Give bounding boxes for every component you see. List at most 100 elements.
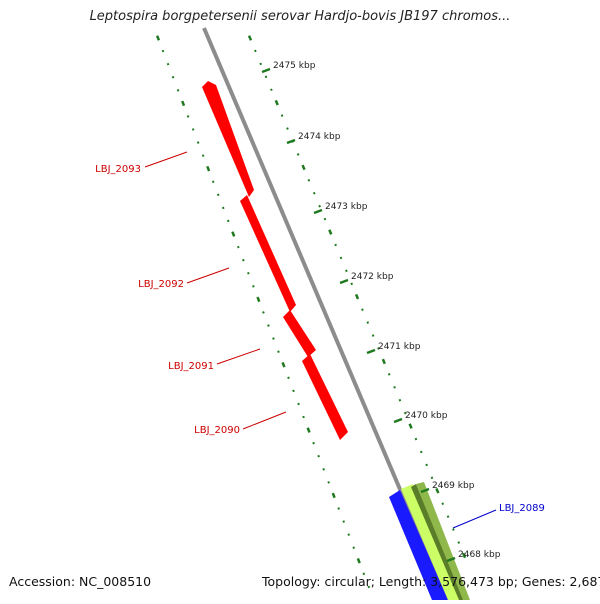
outer-track-dash [272, 337, 275, 340]
inner-track-dash [345, 269, 348, 273]
outer-track-dash [292, 389, 295, 393]
gene-LBJ_2092[interactable] [240, 195, 296, 312]
outer-dotted-track [155, 35, 371, 589]
outer-track-dash [352, 546, 356, 549]
inner-track-dash [274, 99, 279, 106]
tick-label: 2471 kbp [378, 342, 421, 352]
inner-track-dash [334, 243, 337, 247]
gene-LBJ_2091[interactable] [283, 310, 316, 357]
inner-track-dash [323, 217, 327, 221]
gene-LBJ_2090[interactable] [302, 354, 348, 440]
outer-track-dash [247, 271, 250, 275]
outer-track-dash [306, 427, 311, 433]
outer-track-dash [201, 154, 205, 157]
inner-track-dash [259, 62, 263, 66]
outer-track-dash [181, 100, 186, 107]
inner-track-dash [408, 423, 413, 429]
accession-label: Accession: NC_008510 [9, 574, 152, 589]
outer-track-dash [161, 49, 165, 53]
outer-track-dash [267, 324, 270, 327]
tick-mark [393, 417, 403, 424]
inner-track-dash [446, 515, 450, 518]
outer-track-dash [155, 35, 161, 41]
outer-track-dash [252, 285, 255, 288]
outer-track-dash [237, 245, 240, 249]
outer-track-dash [322, 467, 325, 471]
outer-track-dash [312, 441, 315, 445]
genome-stats-label: Topology: circular; Length: 3,576,473 bp… [262, 574, 600, 589]
outer-track-dash [191, 128, 195, 131]
outer-track-dash [342, 520, 346, 523]
inner-track-dash [435, 487, 440, 494]
tick-label: 2469 kbp [432, 481, 475, 491]
inner-track-dash [307, 178, 311, 182]
gene-label-LBJ_2093[interactable]: LBJ_2093 [95, 164, 141, 175]
inner-track-dash [398, 398, 402, 402]
inner-track-dash [381, 358, 386, 365]
gene-leader-line [452, 509, 497, 529]
inner-track-dash [452, 528, 455, 531]
outer-track-dash [356, 557, 361, 564]
outer-track-dash [226, 219, 230, 223]
outer-track-dash [216, 193, 220, 197]
inner-track-dash [393, 385, 396, 389]
inner-track-dash [301, 164, 306, 171]
gene-LBJ_2093[interactable] [202, 81, 254, 197]
tick-label: 2473 kbp [325, 202, 368, 212]
backbone-line [202, 27, 449, 601]
outer-track-dash [281, 361, 286, 368]
outer-track-dash [166, 62, 170, 66]
inner-track-dash [366, 321, 370, 324]
outer-track-dash [221, 206, 225, 210]
inner-track-dash [247, 35, 253, 41]
tick-mark [286, 138, 296, 145]
outer-track-dash [277, 350, 280, 353]
inner-track-dash [414, 437, 418, 441]
inner-track-dash [339, 256, 343, 260]
inner-track-dash [350, 282, 354, 286]
tick-mark [366, 348, 376, 355]
gene-label-LBJ_2090[interactable]: LBJ_2090 [194, 425, 240, 436]
outer-track-dash [287, 376, 290, 380]
tick-mark [420, 487, 430, 494]
tick-mark [339, 278, 349, 285]
outer-track-dash [337, 507, 340, 510]
gene-label-LBJ_2089[interactable]: LBJ_2089 [499, 503, 545, 514]
outer-track-dash [362, 572, 366, 576]
gene-leader-line [216, 348, 261, 365]
page-title: Leptospira borgpetersenii serovar Hardjo… [89, 9, 511, 24]
gene-label-LBJ_2092[interactable]: LBJ_2092 [138, 279, 184, 290]
outer-track-dash [186, 115, 190, 118]
inner-track-dash [254, 49, 257, 53]
outer-track-dash [206, 165, 211, 172]
inner-dotted-track [247, 35, 467, 559]
inner-track-dash [425, 463, 428, 467]
gene-leader-line [144, 151, 188, 168]
gene-leader-line [242, 411, 287, 430]
outer-track-dash [171, 75, 175, 79]
dark-green-feature-band[interactable] [416, 482, 470, 600]
inner-track-dash [377, 347, 380, 350]
inner-track-dash [270, 88, 273, 92]
olive-feature-band[interactable] [411, 484, 464, 600]
outer-track-dash [297, 402, 300, 406]
inner-track-dash [280, 114, 284, 117]
outer-track-dash [327, 481, 330, 484]
blue-feature-band[interactable] [389, 490, 448, 600]
tick-label: 2470 kbp [405, 411, 448, 421]
outer-track-dash [367, 585, 371, 589]
outer-track-dash [317, 454, 320, 458]
inner-track-dash [462, 552, 467, 559]
tick-label: 2475 kbp [273, 61, 316, 71]
tick-mark [261, 67, 271, 74]
gene-label-LBJ_2091[interactable]: LBJ_2091 [168, 361, 214, 372]
gene-leader-line [186, 267, 230, 284]
inner-track-dash [286, 127, 289, 130]
outer-track-dash [231, 231, 236, 237]
inner-track-dash [371, 334, 375, 337]
inner-track-dash [361, 308, 364, 311]
inner-track-dash [457, 541, 461, 544]
inner-track-dash [430, 476, 434, 480]
